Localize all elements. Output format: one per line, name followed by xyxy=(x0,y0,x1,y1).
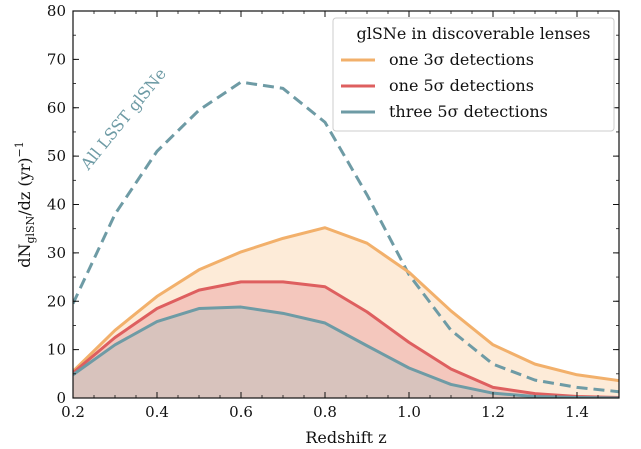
y-tick-label: 0 xyxy=(56,389,66,407)
legend-label-2: three 5σ detections xyxy=(389,102,548,121)
y-tick-label: 20 xyxy=(47,292,66,310)
area-fills xyxy=(73,227,619,398)
legend-label-0: one 3σ detections xyxy=(389,50,534,69)
y-tick-label: 40 xyxy=(47,196,66,214)
x-tick-label: 0.8 xyxy=(313,403,337,421)
y-axis-label: dNglSN/dz (yr)−1 xyxy=(13,141,37,268)
x-tick-label: 1.2 xyxy=(481,403,505,421)
legend: glSNe in discoverable lenses one 3σ dete… xyxy=(332,17,615,132)
legend-box xyxy=(332,17,615,132)
y-axis-label-sub: glSN xyxy=(24,215,37,243)
axis-ticks xyxy=(72,10,620,399)
all-lsst-annotation: All LSST glSNe xyxy=(76,64,170,174)
legend-title: glSNe in discoverable lenses xyxy=(357,24,591,43)
y-axis-label-sup: −1 xyxy=(13,141,26,157)
y-axis-label-main: dN xyxy=(15,244,34,268)
x-tick-label: 1.4 xyxy=(565,403,589,421)
x-tick-label: 1.0 xyxy=(397,403,421,421)
y-tick-label: 50 xyxy=(47,147,66,165)
y-tick-label: 10 xyxy=(47,341,66,359)
series-line-all-lsst xyxy=(73,80,619,394)
area-fill-2 xyxy=(73,307,619,398)
y-tick-label: 70 xyxy=(47,50,66,68)
series-line-1 xyxy=(73,280,619,398)
legend-items: one 3σ detections one 5σ detections three … xyxy=(341,50,548,121)
x-axis-label: Redshift z xyxy=(305,428,386,447)
series-line-2 xyxy=(73,305,619,398)
y-tick-label: 80 xyxy=(47,2,66,20)
y-tick-label: 30 xyxy=(47,244,66,262)
series-lines xyxy=(73,80,619,398)
x-tick-label: 0.2 xyxy=(61,403,85,421)
series-line-0 xyxy=(73,226,619,383)
y-tick-label: 60 xyxy=(47,99,66,117)
y-axis-label-rest: /dz (yr) xyxy=(15,157,34,215)
tick-labels: 0.2 0.4 0.6 0.8 1.0 1.2 1.4 0 10 20 30 40 50 60 70 80 xyxy=(47,2,589,421)
legend-label-1: one 5σ detections xyxy=(389,76,534,95)
x-tick-label: 0.4 xyxy=(145,403,169,421)
x-tick-label: 0.6 xyxy=(229,403,253,421)
